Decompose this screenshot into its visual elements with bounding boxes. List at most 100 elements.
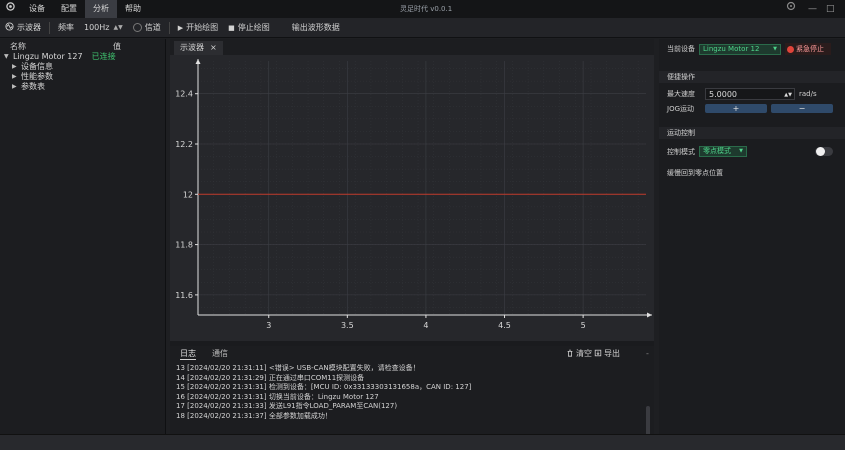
x-tick-label: 3.5 [341, 321, 354, 330]
title-bar: 设备 配置 分析 帮助 灵足时代 v0.0.1 — □ [0, 0, 845, 18]
chevron-down-icon: ▼ [773, 45, 777, 52]
minimize-button[interactable]: — [808, 4, 817, 14]
log-scrollbar[interactable] [646, 406, 650, 436]
channel-radio[interactable]: 信道 [128, 18, 166, 38]
y-tick-label: 11.8 [175, 241, 193, 250]
status-bar [0, 434, 845, 450]
log-line: 14 [2024/02/20 21:31:29] 正在通过串口COM11探测设备 [176, 373, 365, 382]
tree-col-name: 名称 [10, 42, 26, 51]
max-speed-input[interactable]: 5.0000 ▲▼ [705, 87, 795, 100]
close-icon[interactable]: × [210, 43, 217, 52]
splitter-handle[interactable] [170, 341, 654, 346]
log-line: 15 [2024/02/20 21:31:31] 检测到设备：[MCU ID: … [176, 383, 472, 392]
x-tick-label: 3 [266, 321, 271, 330]
max-speed-unit: rad/s [799, 89, 817, 98]
tree-item-param-table[interactable]: ▶ 参数表 [0, 82, 165, 92]
chevron-right-icon[interactable]: ▶ [12, 63, 17, 70]
slow-return-button[interactable]: 缓慢回到零点位置 [667, 168, 723, 177]
stop-plot-label: 停止绘图 [237, 23, 270, 32]
play-icon: ▶ [177, 23, 184, 32]
y-tick-label: 12.4 [175, 90, 193, 99]
log-line: 16 [2024/02/20 21:31:31] 切换当前设备：Lingzu M… [176, 392, 379, 401]
chevron-right-icon[interactable]: ▶ [12, 83, 17, 90]
tab-oscilloscope[interactable]: 示波器 × [174, 41, 223, 55]
log-panel: 日志 通信 清空 导出 ‐ 13 [2024/02/20 21:31:11] <… [170, 346, 654, 440]
connection-status-badge: 已连接 [91, 52, 116, 61]
spin-arrows-icon[interactable]: ▲▼ [784, 91, 792, 98]
clear-label: 清空 [576, 349, 592, 358]
oscilloscope-icon [5, 22, 14, 33]
ctrl-mode-select[interactable]: 零点模式 ▼ [699, 146, 747, 157]
current-device-row: 当前设备 Lingzu Motor 12 ▼ 紧急停止 [659, 41, 845, 57]
start-plot-button[interactable]: ▶ 开始绘图 [173, 18, 223, 38]
motion-ctrl-header: 运动控制 [659, 127, 845, 139]
jog-minus-button[interactable]: − [771, 104, 833, 113]
stop-icon: ■ [228, 23, 235, 32]
log-line: 17 [2024/02/20 21:31:33] 发送L91指令LOAD_PAR… [176, 402, 398, 411]
log-text-area[interactable]: 13 [2024/02/20 21:31:11] <错误> USB-CAN模块配… [176, 364, 642, 438]
radio-icon [132, 23, 142, 32]
chevron-down-icon: ▼ [739, 148, 743, 154]
x-tick-label: 4 [423, 321, 428, 330]
menu-analysis[interactable]: 分析 [85, 0, 117, 18]
export-waveform-button[interactable]: 输出波形数据 [287, 18, 345, 38]
divider [168, 21, 170, 34]
ctrl-mode-label: 控制模式 [667, 147, 695, 156]
jog-label: JOG运动 [667, 104, 694, 113]
ctrl-mode-value: 零点模式 [703, 147, 731, 155]
x-axis-arrow [647, 312, 652, 318]
menu-config[interactable]: 配置 [61, 4, 77, 13]
emergency-stop-button[interactable]: 紧急停止 [785, 43, 831, 55]
tree-item-device-info[interactable]: ▶ 设备信息 [0, 62, 165, 72]
export-waveform-label: 输出波形数据 [291, 23, 340, 32]
channel-label: 信道 [144, 23, 161, 32]
export-button[interactable]: 导出 [594, 348, 620, 359]
current-device-value: Lingzu Motor 12 [703, 44, 760, 53]
freq-spinbox[interactable]: 100Hz ▲▼ [79, 18, 128, 38]
jog-row: JOG运动 + − [659, 102, 845, 115]
y-tick-label: 11.6 [175, 291, 193, 300]
oscilloscope-button[interactable]: 示波器 [0, 18, 46, 38]
log-line: 18 [2024/02/20 21:31:37] 全部参数加载成功！ [176, 411, 332, 420]
menu-help[interactable]: 帮助 [125, 4, 141, 13]
tab-log[interactable]: 日志 [180, 349, 196, 360]
tree-root-label: Lingzu Motor 127 [13, 52, 83, 61]
x-tick-label: 4.5 [498, 321, 511, 330]
more-options-icon[interactable]: ‐ [646, 349, 649, 358]
stop-plot-button[interactable]: ■ 停止绘图 [223, 18, 275, 38]
start-plot-label: 开始绘图 [186, 23, 219, 32]
y-tick-label: 12 [183, 190, 193, 199]
chevron-right-icon[interactable]: ▶ [12, 73, 17, 80]
current-device-label: 当前设备 [667, 45, 695, 53]
trash-icon [566, 349, 574, 359]
emergency-stop-label: 紧急停止 [796, 45, 824, 53]
tab-comm[interactable]: 通信 [212, 349, 228, 358]
quick-ops-header: 便捷操作 [659, 71, 845, 83]
control-panel: 当前设备 Lingzu Motor 12 ▼ 紧急停止 便捷操作 最大速度 5.… [659, 39, 845, 434]
tree-col-value: 值 [113, 42, 121, 51]
waveform-chart: 3 3.5 4 4.5 5 11.6 11.8 12 12.2 12.4 [175, 59, 652, 330]
jog-plus-button[interactable]: + [705, 104, 767, 113]
clear-button[interactable]: 清空 [566, 348, 592, 359]
divider [49, 21, 50, 34]
tree-item-performance[interactable]: ▶ 性能参数 [0, 72, 165, 82]
ctrl-toggle-switch[interactable] [815, 147, 833, 156]
current-device-select[interactable]: Lingzu Motor 12 ▼ [699, 43, 781, 55]
center-tab-bar: 示波器 × [170, 39, 654, 55]
toolbar: 示波器 频率 100Hz ▲▼ 信道 ▶ 开始绘图 ■ 停止绘图 输出波形数据 [0, 18, 845, 38]
oscilloscope-label: 示波器 [17, 23, 41, 32]
log-line: 13 [2024/02/20 21:31:11] <错误> USB-CAN模块配… [176, 364, 420, 372]
device-tree-panel: 名称 值 ▼ Lingzu Motor 127 已连接 ▶ 设备信息 ▶ 性能参… [0, 39, 166, 434]
freq-value: 100Hz [84, 23, 110, 32]
chevron-down-icon[interactable]: ▼ [4, 53, 9, 60]
tree-header: 名称 值 [0, 39, 165, 52]
spin-arrows-icon[interactable]: ▲▼ [113, 24, 123, 31]
tree-item-root[interactable]: ▼ Lingzu Motor 127 已连接 [0, 52, 165, 62]
oscilloscope-plot[interactable]: 3 3.5 4 4.5 5 11.6 11.8 12 12.2 12.4 [170, 55, 654, 341]
maximize-button[interactable]: □ [826, 4, 835, 14]
tree-item-label: 参数表 [21, 82, 45, 91]
gear-icon[interactable] [786, 0, 796, 18]
ctrl-mode-row: 控制模式 零点模式 ▼ [659, 145, 845, 158]
toggle-knob [816, 147, 825, 156]
menu-device[interactable]: 设备 [29, 4, 45, 13]
